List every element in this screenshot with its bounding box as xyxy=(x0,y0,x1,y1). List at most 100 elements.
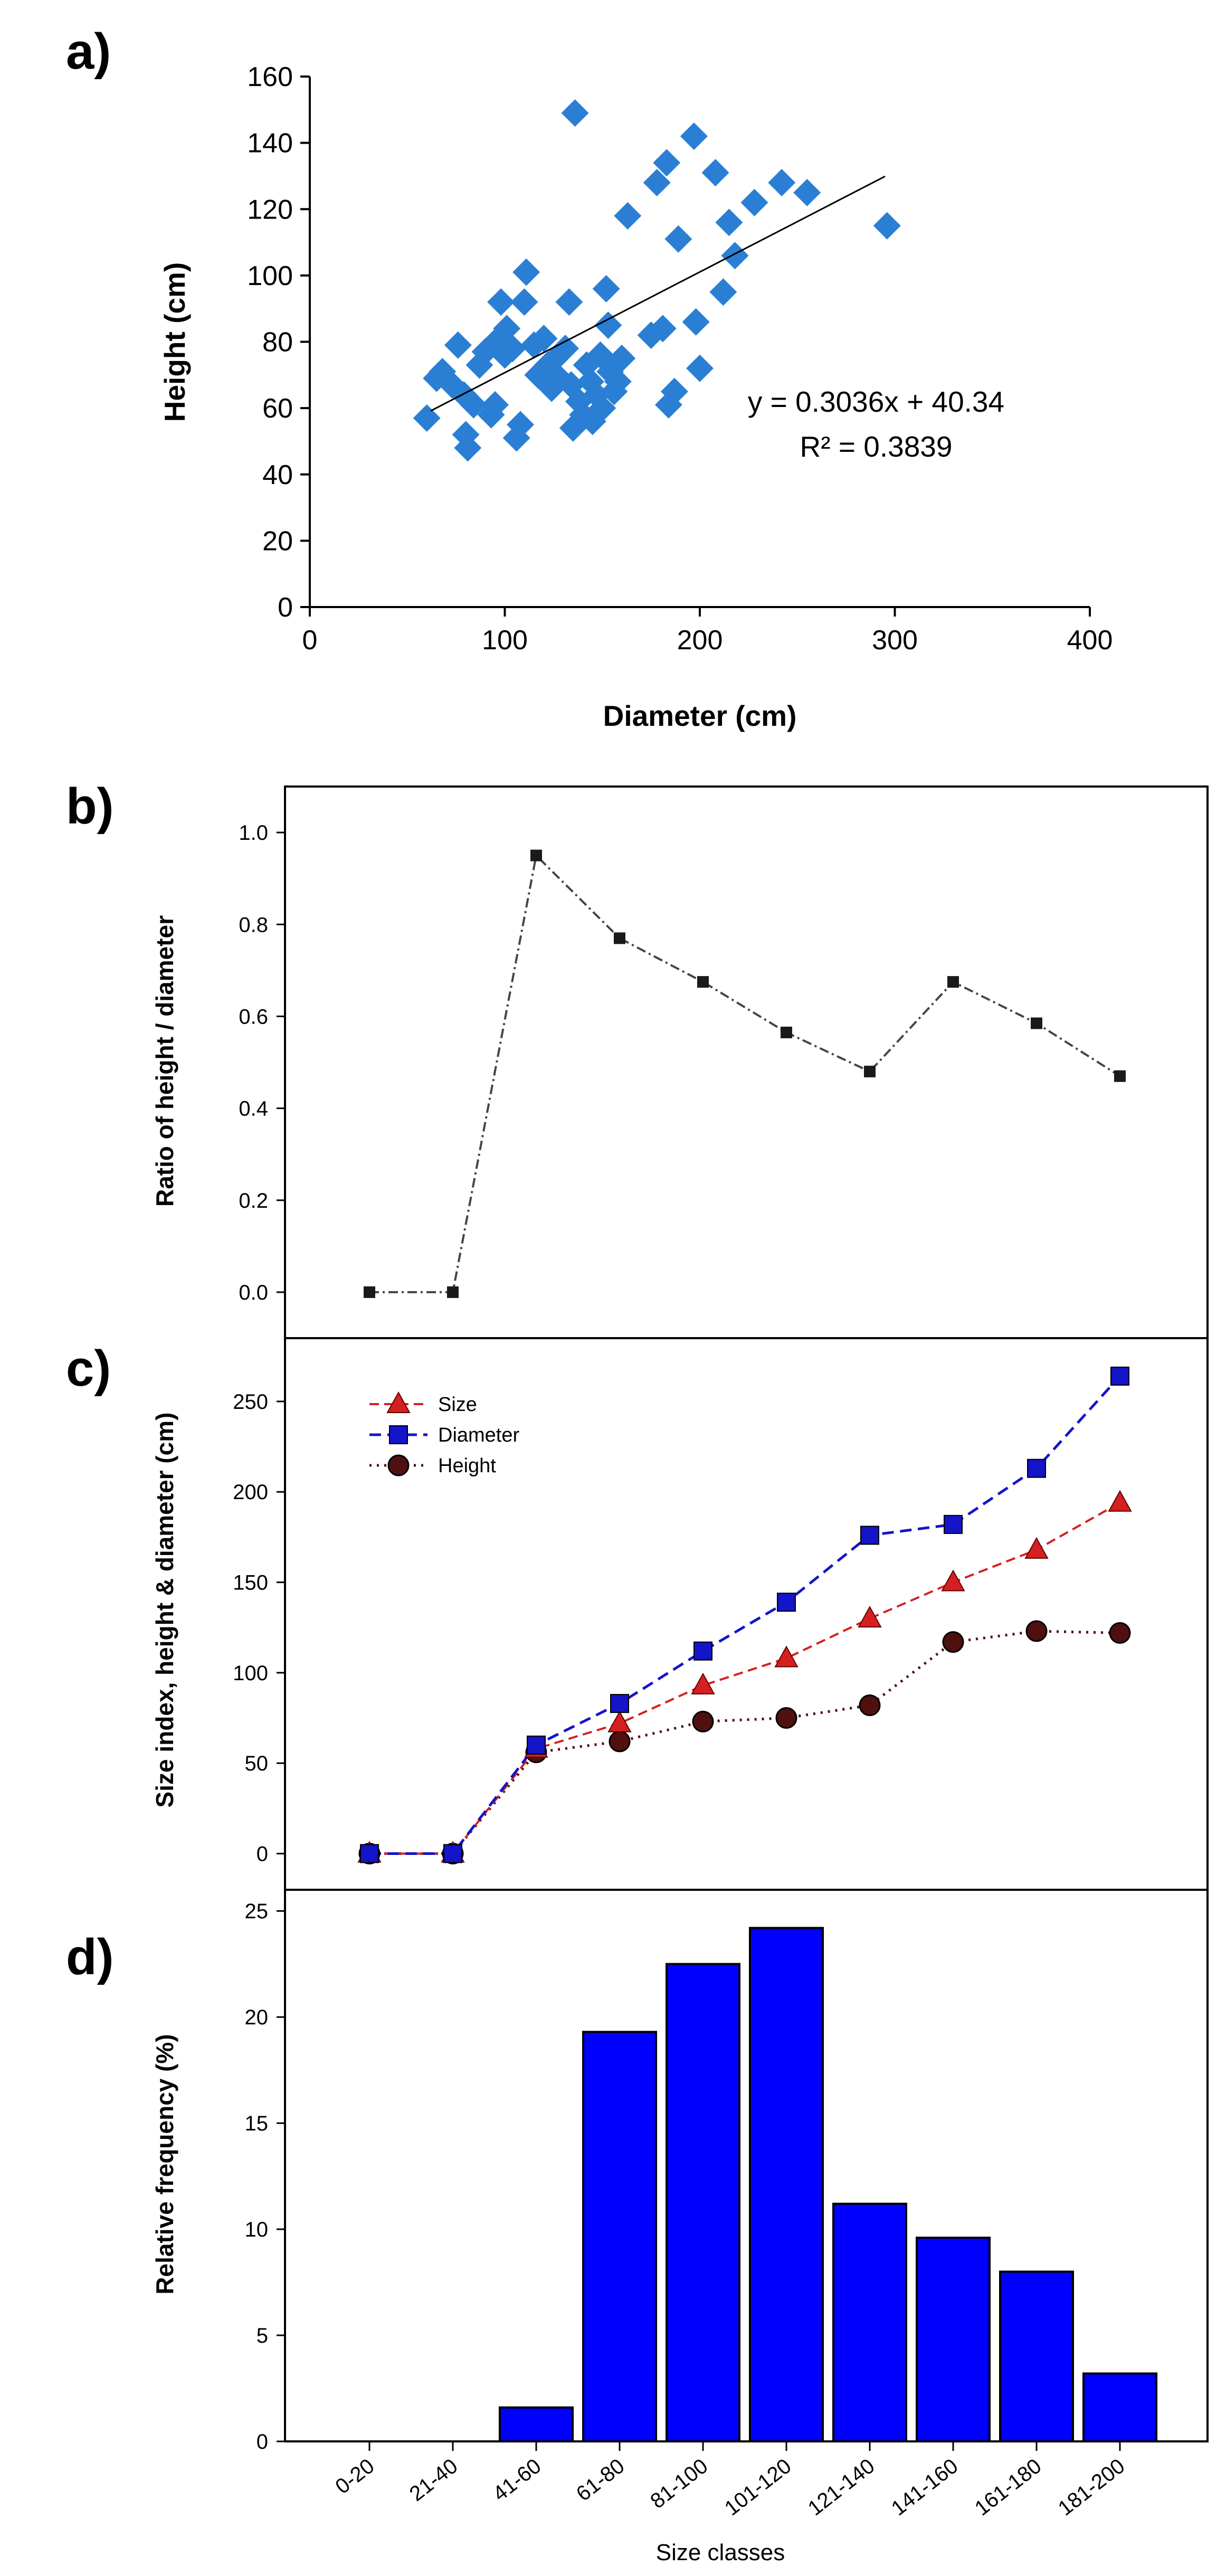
trendline xyxy=(430,175,886,412)
panel-b-letter: b) xyxy=(66,778,114,835)
x-tick-label: 300 xyxy=(872,625,918,656)
scatter-point xyxy=(768,169,796,196)
bar xyxy=(499,2406,574,2443)
regression-equation: y = 0.3036x + 40.34 xyxy=(748,385,1004,418)
panel-b-y-label: Ratio of height / diameter xyxy=(151,915,178,1207)
panel-d-x-label: Size classes xyxy=(656,2540,785,2565)
size-point xyxy=(858,1605,882,1628)
scatter-point xyxy=(604,367,632,395)
y-tick-label: 140 xyxy=(247,128,293,159)
scatter-point xyxy=(660,377,688,405)
scatter-point xyxy=(614,202,642,230)
x-tick-label: 0 xyxy=(302,625,318,656)
scatter-point xyxy=(481,391,509,419)
scatter-point xyxy=(413,404,441,432)
diameter-point xyxy=(527,1735,546,1755)
y-tick-label: 50 xyxy=(245,1752,269,1775)
height-point xyxy=(1025,1620,1048,1642)
bar xyxy=(916,2237,991,2442)
scatter-point xyxy=(555,288,583,316)
panel-c-multiline: 0 50 100 150 200 250 Size Diameter Height Size … xyxy=(151,1337,1209,1891)
y-tick-label: 10 xyxy=(245,2218,269,2241)
scatter-point xyxy=(643,169,671,196)
scatter-point xyxy=(715,209,743,236)
x-tick-label: 41-60 xyxy=(489,2454,546,2506)
x-tick-label: 0-20 xyxy=(331,2454,378,2498)
y-tick-label: 0.2 xyxy=(239,1189,268,1213)
scatter-point xyxy=(649,315,677,343)
scatter-point xyxy=(592,275,620,302)
bar xyxy=(749,1927,824,2443)
diameter-point xyxy=(443,1844,462,1863)
size-point xyxy=(774,1645,799,1668)
y-tick-label: 160 xyxy=(247,62,293,92)
y-tick-label: 100 xyxy=(247,261,293,291)
y-tick-label: 0 xyxy=(256,1842,268,1865)
ratio-line xyxy=(369,853,1121,1293)
scatter-point xyxy=(680,122,708,150)
y-tick-label: 5 xyxy=(256,2324,268,2347)
height-point xyxy=(775,1707,797,1729)
scatter-point xyxy=(682,308,710,336)
scatter-point xyxy=(653,149,681,177)
height-series-line xyxy=(369,1630,1120,1855)
y-tick-label: 100 xyxy=(233,1662,268,1685)
r-squared: R² = 0.3839 xyxy=(800,430,953,463)
y-tick-label: 0.0 xyxy=(239,1281,268,1304)
x-tick-label: 121-140 xyxy=(804,2454,879,2520)
scatter-point xyxy=(740,188,768,216)
y-tick-label: 0 xyxy=(278,592,293,623)
diameter-point xyxy=(360,1844,379,1863)
y-tick-label: 150 xyxy=(233,1571,268,1595)
x-tick-label: 81-100 xyxy=(646,2454,712,2513)
panel-c-y-label: Size index, height & diameter (cm) xyxy=(151,1413,178,1808)
panel-d-frame xyxy=(284,1889,1209,2442)
height-point xyxy=(1109,1622,1131,1644)
y-tick-label: 40 xyxy=(262,460,293,490)
ratio-point xyxy=(1114,1070,1126,1082)
x-tick-label: 61-80 xyxy=(572,2454,629,2506)
y-tick-label: 0.8 xyxy=(239,913,268,936)
ratio-point xyxy=(614,932,625,944)
scatter-point xyxy=(588,394,616,422)
scatter-point xyxy=(499,335,527,363)
x-tick-label: 181-200 xyxy=(1054,2454,1129,2520)
scatter-point xyxy=(561,99,589,127)
size-point xyxy=(691,1672,715,1694)
scatter-point xyxy=(444,331,472,359)
panel-c-frame xyxy=(284,1337,1209,1891)
size-point xyxy=(941,1569,965,1592)
scatter-point xyxy=(709,278,737,306)
legend-label: Height xyxy=(438,1455,496,1477)
panel-a-x-label: Diameter (cm) xyxy=(603,699,797,732)
scatter-point xyxy=(510,288,538,316)
y-tick-label: 250 xyxy=(233,1390,268,1414)
ratio-point xyxy=(364,1286,375,1298)
size-point xyxy=(1024,1537,1049,1559)
bar xyxy=(1082,2372,1157,2443)
diameter-point xyxy=(777,1593,796,1612)
panel-c-legend: Size Diameter Height xyxy=(369,1391,519,1477)
scatter-point xyxy=(507,411,535,439)
scatter-point xyxy=(520,331,548,359)
y-tick-label: 0.6 xyxy=(239,1005,268,1028)
x-tick-label: 200 xyxy=(677,625,723,656)
x-tick-label: 21-40 xyxy=(405,2454,462,2506)
x-tick-label: 161-180 xyxy=(971,2454,1046,2520)
y-tick-label: 200 xyxy=(233,1481,268,1504)
scatter-point xyxy=(493,315,521,343)
panel-a-letter: a) xyxy=(66,23,111,80)
scatter-point xyxy=(487,288,515,316)
size-series-line xyxy=(369,1502,1120,1855)
panel-b-line: 0.0 0.2 0.4 0.6 0.8 1.0 Ratio of height / dia… xyxy=(151,785,1209,1339)
y-tick-label: 120 xyxy=(247,194,293,225)
diameter-point xyxy=(944,1514,963,1534)
x-tick-label: 101-120 xyxy=(720,2454,796,2520)
ratio-point xyxy=(530,849,542,861)
panel-c-letter: c) xyxy=(66,1340,111,1397)
scatter-point xyxy=(873,212,901,240)
legend-label: Size xyxy=(438,1394,477,1416)
bar xyxy=(832,2202,907,2443)
size-point xyxy=(607,1710,632,1732)
diameter-point xyxy=(1110,1366,1129,1386)
